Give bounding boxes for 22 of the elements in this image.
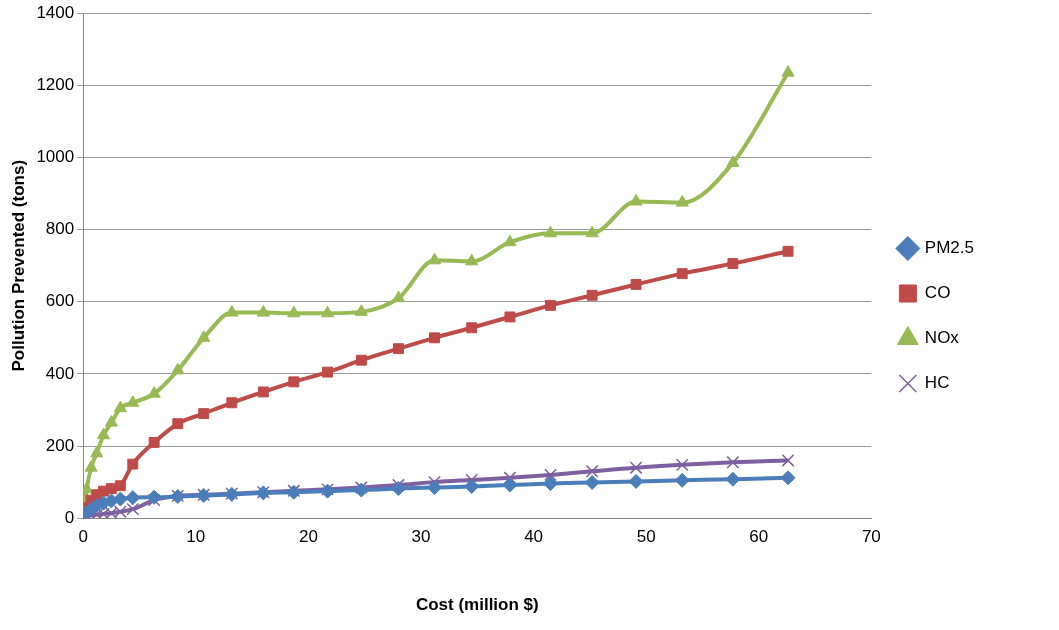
- y-tick-label: 600: [45, 291, 75, 311]
- x-tick-label: 70: [861, 527, 881, 547]
- legend-label: NOx: [924, 328, 960, 348]
- x-tick-label: 10: [186, 527, 206, 547]
- y-tick-label: 800: [45, 219, 75, 239]
- x-tick-label: 50: [636, 527, 656, 547]
- x-tick-label: 60: [749, 527, 769, 547]
- y-tick-label: 400: [45, 363, 75, 383]
- y-tick-label: 1200: [36, 75, 75, 95]
- y-tick-label: 1000: [36, 147, 75, 167]
- x-tick-label: 40: [524, 527, 544, 547]
- y-axis-title: Pollution Prevented (tons): [8, 159, 28, 372]
- y-tick-label: 1400: [36, 2, 75, 22]
- legend-label: CO: [924, 283, 951, 303]
- x-axis-title: Cost (million $): [415, 595, 539, 615]
- y-tick-label: 0: [64, 507, 75, 527]
- y-tick-label: 200: [45, 435, 75, 455]
- x-tick-label: 20: [298, 527, 318, 547]
- legend-label: PM2.5: [924, 238, 975, 258]
- x-tick-label: 30: [411, 527, 431, 547]
- legend-label: HC: [924, 373, 950, 393]
- x-tick-label: 0: [78, 527, 88, 547]
